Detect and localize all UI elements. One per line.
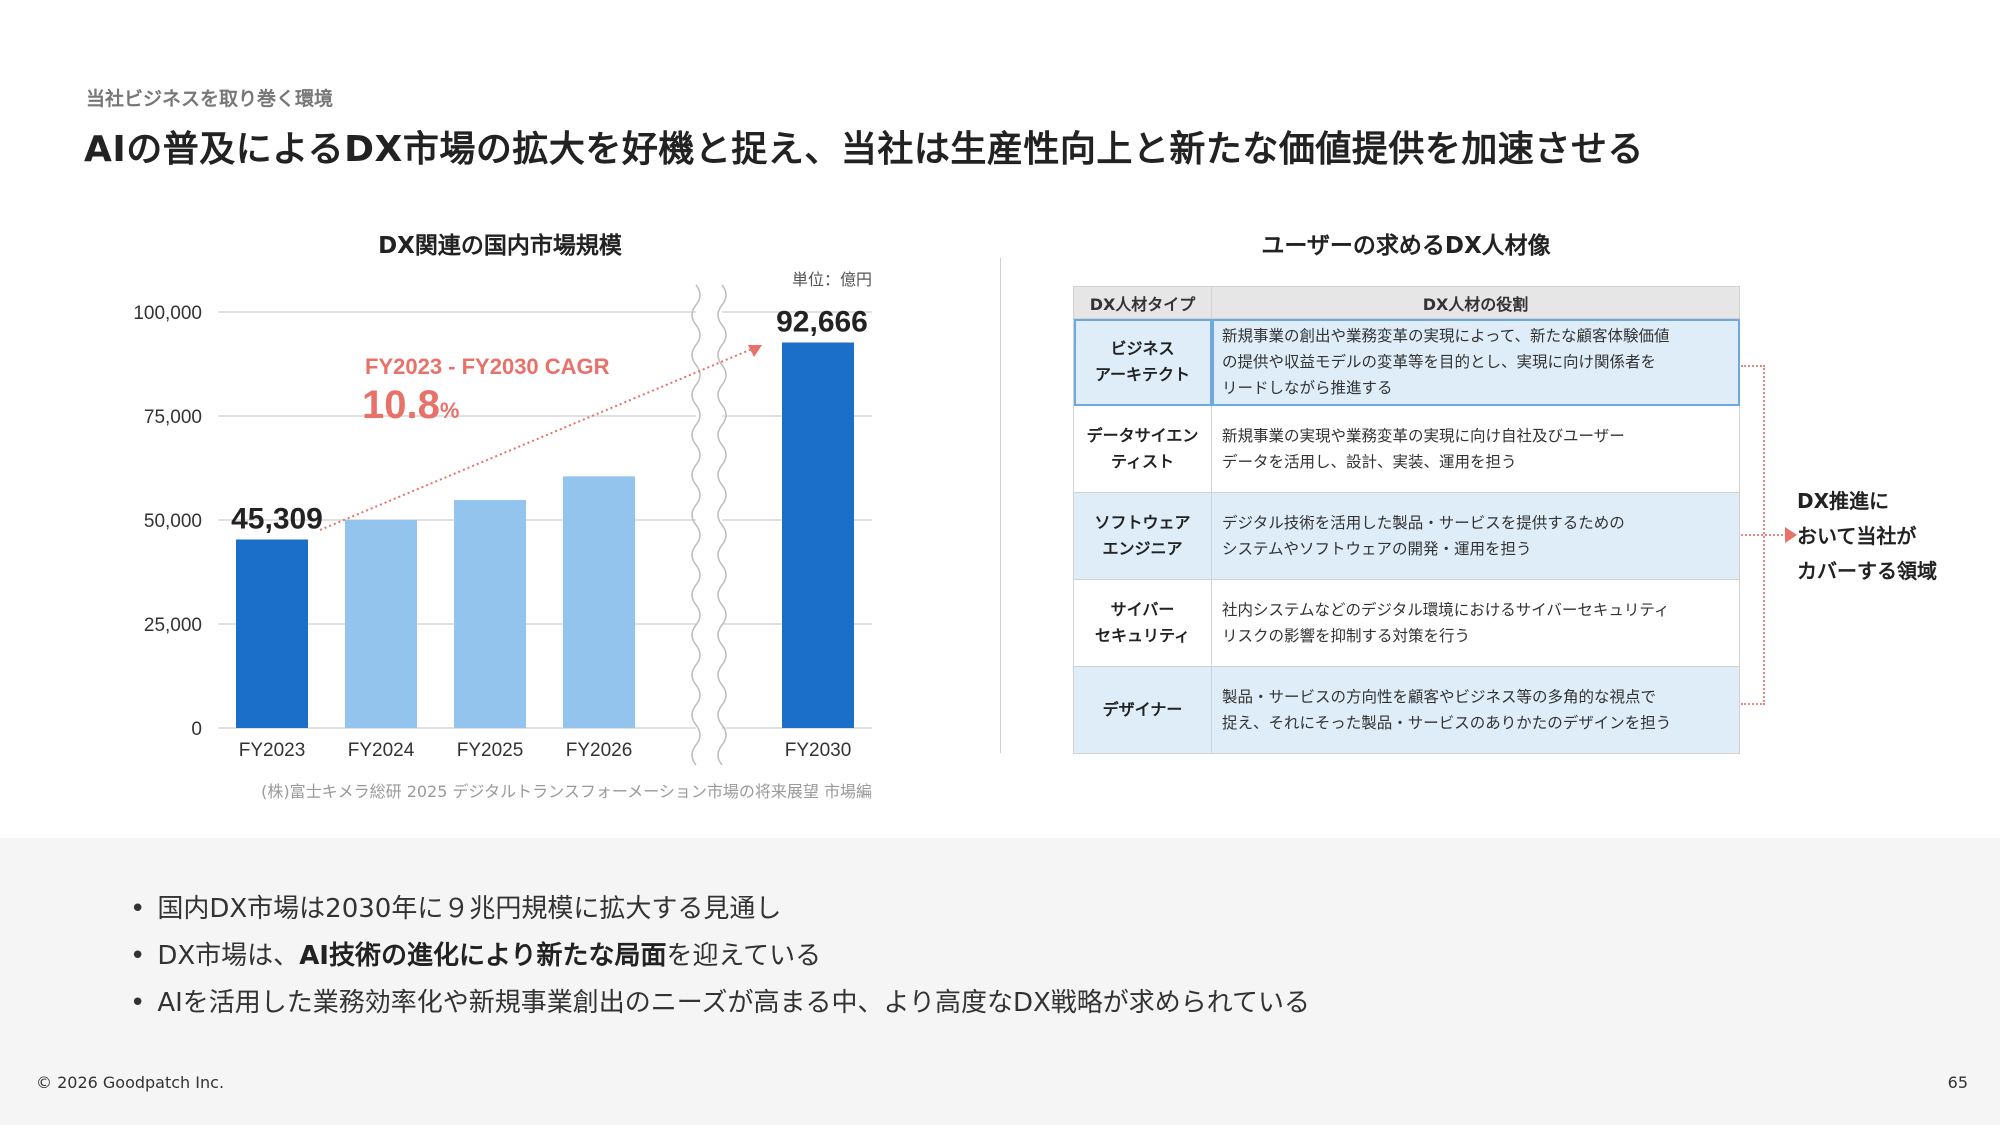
table-header-row: DX人材タイプ DX人材の役割 xyxy=(1073,286,1740,319)
bullet-item: AIを活用した業務効率化や新規事業創出のニーズが高まる中、より高度なDX戦略が求… xyxy=(130,980,1310,1027)
role-line: デジタル技術を活用した製品・サービスを提供するための xyxy=(1222,514,1625,532)
cagr-arrowhead xyxy=(748,345,762,357)
role-line: リードしながら推進する xyxy=(1222,379,1393,397)
section-eyebrow: 当社ビジネスを取り巻く環境 xyxy=(86,88,334,110)
axis-break-line xyxy=(717,284,727,766)
arrow-right-icon xyxy=(1785,527,1797,543)
table-title: ユーザーの求めるDX人材像 xyxy=(1261,233,1551,259)
type-line: データサイエン xyxy=(1086,426,1199,445)
type-cell: デザイナー xyxy=(1073,666,1212,754)
bullet-text: 国内DX市場は2030年に９兆円規模に拡大する見通し xyxy=(157,894,782,924)
table-row-business-architect: ビジネス アーキテクト 新規事業の創出や業務変革の実現によって、新たな顧客体験価… xyxy=(1073,318,1740,406)
cagr-value: 10.8% xyxy=(362,383,459,427)
type-cell: ソフトウェア エンジニア xyxy=(1073,492,1212,580)
role-line: の提供や収益モデルの変革等を目的とし、実現に向け関係者を xyxy=(1222,353,1657,371)
x-tick-label: FY2026 xyxy=(566,740,633,761)
bar-fy2025 xyxy=(454,500,526,728)
y-tick-label: 25,000 xyxy=(144,615,202,636)
bar-fy2023 xyxy=(236,539,308,728)
role-line: 新規事業の創出や業務変革の実現によって、新たな顧客体験価値 xyxy=(1222,327,1670,345)
role-line: 捉え、それにそった製品・サービスのありかたのデザインを担う xyxy=(1222,714,1672,732)
y-tick-label: 50,000 xyxy=(144,511,202,532)
coverage-line: カバーする領域 xyxy=(1797,559,1937,583)
cagr-arrow xyxy=(319,348,753,531)
bullet-item: 国内DX市場は2030年に９兆円規模に拡大する見通し xyxy=(130,886,1310,933)
role-line: リスクの影響を抑制する対策を行う xyxy=(1222,627,1471,645)
value-label: 45,309 xyxy=(231,503,323,536)
table-row-cyber-security: サイバー セキュリティ 社内システムなどのデジタル環境におけるサイバーセキュリテ… xyxy=(1073,579,1740,667)
page-number: 65 xyxy=(1947,1073,1968,1092)
value-label: 92,666 xyxy=(776,306,868,339)
chart-title: DX関連の国内市場規模 xyxy=(378,233,622,259)
role-cell: 新規事業の実現や業務変革の実現に向け自社及びユーザー データを活用し、設計、実装… xyxy=(1211,405,1740,493)
section-divider xyxy=(1000,258,1001,753)
type-cell: サイバー セキュリティ xyxy=(1073,579,1212,667)
dx-talent-table: DX人材タイプ DX人材の役割 ビジネス アーキテクト 新規事業の創出や業務変革… xyxy=(1073,286,1740,754)
type-line: デザイナー xyxy=(1102,700,1183,719)
page-headline: AIの普及によるDX市場の拡大を好機と捉え、当社は生産性向上と新たな価値提供を加… xyxy=(84,129,1644,170)
summary-bullets: 国内DX市場は2030年に９兆円規模に拡大する見通し DX市場は、AI技術の進化… xyxy=(130,886,1310,1027)
bar-fy2026 xyxy=(563,476,635,728)
x-tick-label: FY2024 xyxy=(348,740,415,761)
coverage-line: DX推進に xyxy=(1797,489,1890,513)
cagr-label: FY2023 - FY2030 CAGR xyxy=(365,354,610,379)
type-line: エンジニア xyxy=(1102,539,1183,558)
role-line: 新規事業の実現や業務変革の実現に向け自社及びユーザー xyxy=(1222,427,1625,445)
x-tick-label: FY2030 xyxy=(785,740,852,761)
role-line: 社内システムなどのデジタル環境におけるサイバーセキュリティ xyxy=(1222,601,1670,619)
table-row-software-engineer: ソフトウェア エンジニア デジタル技術を活用した製品・サービスを提供するための … xyxy=(1073,492,1740,580)
axis-break-band xyxy=(696,285,722,765)
role-cell: 新規事業の創出や業務変革の実現によって、新たな顧客体験価値 の提供や収益モデルの… xyxy=(1211,318,1740,406)
role-cell: 製品・サービスの方向性を顧客やビジネス等の多角的な視点で 捉え、それにそった製品… xyxy=(1211,666,1740,754)
chart-source-note: (株)富士キメラ総研 2025 デジタルトランスフォーメーション市場の将来展望 … xyxy=(261,782,872,801)
coverage-line: おいて当社が xyxy=(1797,524,1917,548)
bar-fy2024 xyxy=(345,520,417,728)
table-row-designer: デザイナー 製品・サービスの方向性を顧客やビジネス等の多角的な視点で 捉え、それ… xyxy=(1073,666,1740,754)
axis-break-line xyxy=(691,284,701,766)
type-line: ソフトウェア xyxy=(1094,513,1191,532)
type-line: ティスト xyxy=(1110,452,1175,471)
table-row-data-scientist: データサイエン ティスト 新規事業の実現や業務変革の実現に向け自社及びユーザー … xyxy=(1073,405,1740,493)
type-cell: ビジネス アーキテクト xyxy=(1073,318,1212,406)
bullet-text: AIを活用した業務効率化や新規事業創出のニーズが高まる中、より高度なDX戦略が求… xyxy=(157,988,1311,1018)
bullet-text: を迎えている xyxy=(666,941,822,971)
x-tick-label: FY2025 xyxy=(457,740,524,761)
role-line: データを活用し、設計、実装、運用を担う xyxy=(1222,453,1517,471)
role-cell: 社内システムなどのデジタル環境におけるサイバーセキュリティ リスクの影響を抑制す… xyxy=(1211,579,1740,667)
coverage-arrow-line xyxy=(1741,534,1787,536)
bullet-item: DX市場は、AI技術の進化により新たな局面を迎えている xyxy=(130,933,1310,980)
type-line: セキュリティ xyxy=(1094,626,1191,645)
y-tick-label: 75,000 xyxy=(144,407,202,428)
y-tick-label: 100,000 xyxy=(133,303,202,324)
market-size-bar-chart: 0 25,000 50,000 75,000 100,000 単位：億円 FY2023 45,… xyxy=(133,270,872,766)
type-line: アーキテクト xyxy=(1094,365,1191,384)
y-tick-label: 0 xyxy=(191,719,202,740)
copyright: © 2026 Goodpatch Inc. xyxy=(36,1073,225,1092)
bullet-emphasis: AI技術の進化により新たな局面 xyxy=(299,941,667,971)
unit-label: 単位：億円 xyxy=(792,270,872,289)
role-line: 製品・サービスの方向性を顧客やビジネス等の多角的な視点で xyxy=(1222,688,1657,706)
cagr-value-number: 10.8 xyxy=(362,383,440,427)
role-cell: デジタル技術を活用した製品・サービスを提供するための システムやソフトウェアの開… xyxy=(1211,492,1740,580)
type-line: サイバー xyxy=(1110,600,1175,619)
header-type: DX人材タイプ xyxy=(1073,286,1212,319)
bullet-text: DX市場は、 xyxy=(157,941,300,971)
bar-fy2030 xyxy=(782,342,854,728)
role-line: システムやソフトウェアの開発・運用を担う xyxy=(1222,540,1532,558)
x-tick-label: FY2023 xyxy=(239,740,306,761)
type-cell: データサイエン ティスト xyxy=(1073,405,1212,493)
type-line: ビジネス xyxy=(1110,339,1175,358)
cagr-value-unit: % xyxy=(440,398,460,423)
header-role: DX人材の役割 xyxy=(1211,286,1740,319)
coverage-label: DX推進に おいて当社が カバーする領域 xyxy=(1797,484,1937,589)
